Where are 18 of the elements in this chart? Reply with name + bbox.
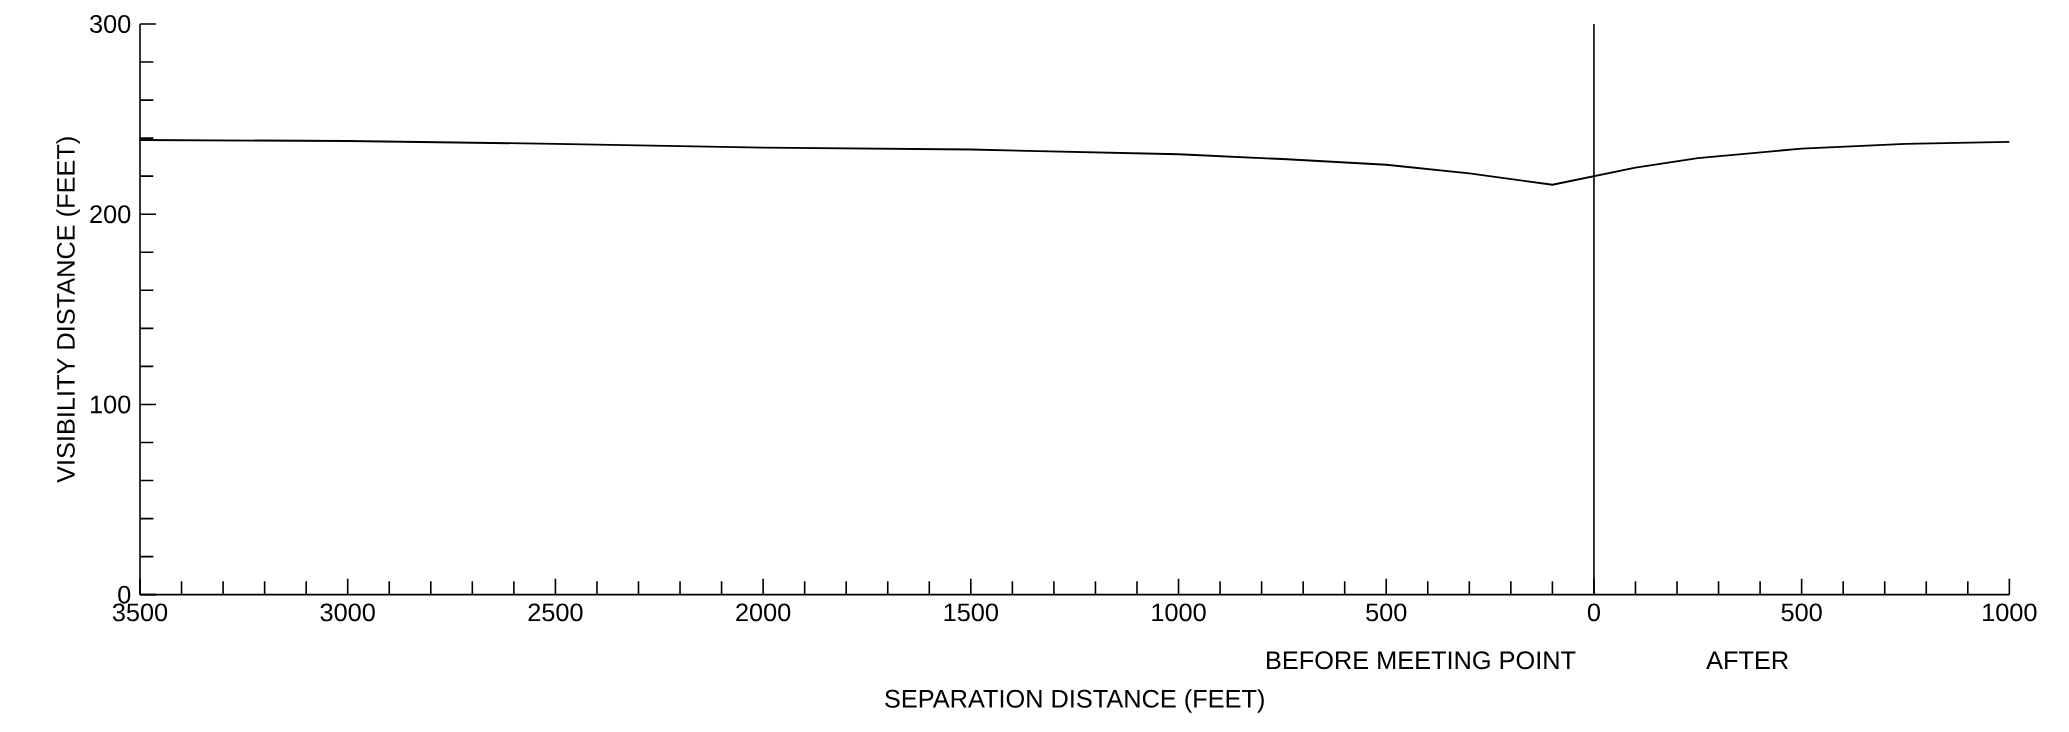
x-axis-title: SEPARATION DISTANCE (FEET) [885,689,1264,713]
x-tick-label: 500 [1366,603,1407,622]
y-tick-label: 300 [89,15,131,33]
y-tick-label: 0 [118,585,131,604]
x-tick-label: 1500 [944,603,998,622]
text: BEFORE MEETING POINT [1267,651,1576,670]
x-tick-label: 0 [1587,603,1600,622]
y-tick-label: 200 [90,205,131,224]
x-tick-label: 2500 [528,603,583,622]
text: AFTER [1706,651,1788,670]
x-tick-label: 3500 [112,603,168,622]
y-tick-label: 100 [90,395,131,414]
y-axis-title: VISIBILITY DISTANCE (FEET) [56,137,80,483]
x-tick-label: 3000 [320,603,375,622]
x-tick-label: 1000 [1152,603,1206,622]
x-tick-label: 2000 [736,603,791,622]
x-tick-label: 500 [1781,603,1822,622]
x-tick-label: 1000 [1983,603,2037,622]
